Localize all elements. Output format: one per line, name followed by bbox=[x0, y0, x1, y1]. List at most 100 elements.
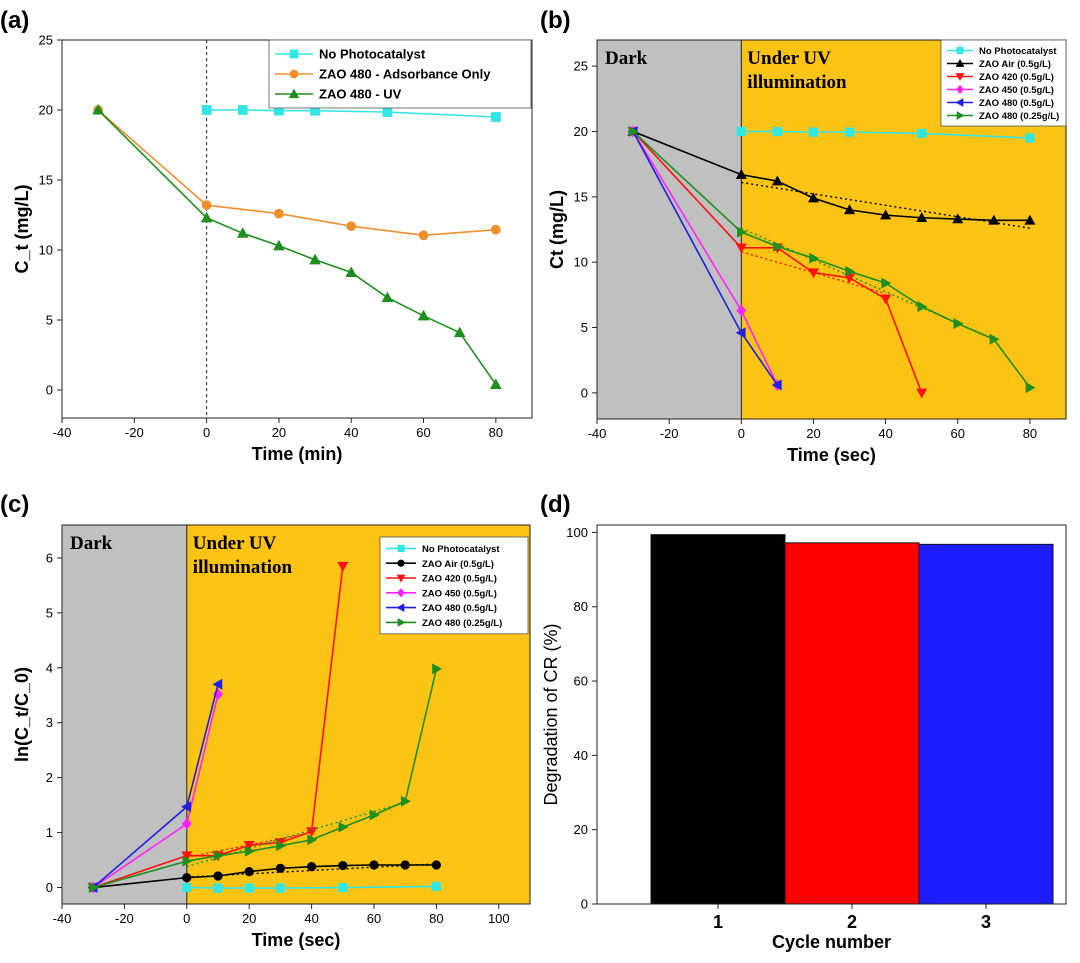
series-no-photocatalyst bbox=[736, 126, 1035, 143]
y-tick-label: 20 bbox=[574, 822, 588, 837]
data-point bbox=[735, 168, 747, 179]
data-point bbox=[628, 125, 639, 137]
data-point bbox=[400, 860, 410, 870]
data-point bbox=[182, 873, 192, 883]
data-point bbox=[880, 209, 892, 220]
data-point bbox=[735, 243, 747, 254]
plot-frame bbox=[596, 524, 1067, 905]
data-point bbox=[213, 850, 224, 862]
legend-label: ZAO 450 (0.5g/L) bbox=[422, 588, 497, 599]
legend-label: ZAO 420 (0.5g/L) bbox=[979, 72, 1054, 83]
data-point bbox=[916, 212, 928, 223]
legend-label: ZAO Air (0.5g/L) bbox=[979, 59, 1051, 70]
data-point bbox=[338, 821, 349, 833]
y-tick-label: 1 bbox=[46, 825, 53, 840]
legend-label: ZAO 480 - Adsorbance Only bbox=[319, 67, 491, 82]
data-point bbox=[989, 333, 1000, 345]
legend-label: ZAO Air (0.5g/L) bbox=[422, 559, 494, 570]
data-point bbox=[274, 208, 284, 219]
y-tick-label: 0 bbox=[581, 385, 588, 400]
legend-marker bbox=[956, 46, 964, 55]
data-point bbox=[369, 809, 380, 821]
legend-marker bbox=[955, 73, 965, 82]
data-point bbox=[237, 105, 248, 115]
data-point bbox=[307, 834, 318, 846]
y-tick-label: 0 bbox=[46, 880, 53, 895]
y-axis-label: C_t (mg/L) bbox=[12, 185, 32, 274]
data-point bbox=[490, 224, 501, 235]
legend-marker bbox=[956, 84, 964, 95]
x-tick-label: 3 bbox=[981, 912, 991, 932]
data-point bbox=[306, 827, 318, 838]
y-tick-label: 20 bbox=[39, 103, 53, 118]
y-tick-label: 60 bbox=[574, 674, 588, 689]
series-line bbox=[206, 109, 496, 118]
y-tick-label: 0 bbox=[581, 897, 588, 912]
x-tick-label: 40 bbox=[344, 425, 358, 440]
data-point bbox=[845, 265, 856, 277]
data-point bbox=[213, 883, 223, 893]
legend: No Photocatalyst ZAO Air (0.5g/L) ZAO 420 … bbox=[379, 536, 529, 635]
legend-label: ZAO 480 (0.5g/L) bbox=[422, 603, 497, 614]
x-axis-label: Time (sec) bbox=[252, 930, 341, 950]
series-zao-air-0-5g-l bbox=[88, 860, 441, 893]
x-tick-label: -20 bbox=[115, 911, 134, 926]
data-point bbox=[807, 268, 819, 279]
data-point bbox=[337, 561, 349, 572]
y-tick-label: 40 bbox=[574, 748, 588, 763]
y-tick-label: 6 bbox=[46, 550, 53, 565]
data-point bbox=[212, 678, 223, 690]
y-tick-label: 5 bbox=[581, 320, 588, 335]
data-point bbox=[988, 214, 1000, 225]
y-tick-label: 10 bbox=[574, 255, 588, 270]
data-point bbox=[809, 252, 820, 264]
y-axis-label: Ct (mg/L) bbox=[547, 190, 567, 269]
legend-marker bbox=[289, 69, 299, 79]
data-point bbox=[917, 301, 928, 313]
data-point bbox=[418, 230, 429, 241]
bar-cycle-1 bbox=[650, 534, 786, 905]
dark-region bbox=[597, 40, 742, 419]
x-tick-label: 20 bbox=[242, 911, 256, 926]
y-tick-label: 20 bbox=[574, 124, 588, 139]
dark-label: Dark bbox=[605, 48, 648, 69]
data-point bbox=[736, 126, 746, 137]
y-tick-label: 2 bbox=[46, 770, 53, 785]
data-point bbox=[244, 866, 254, 877]
chart-d: 1 2 3 0 20 40 60 80 100 Cycle number Degradation o… bbox=[541, 524, 1067, 952]
data-point bbox=[400, 795, 411, 807]
y-tick-label: 5 bbox=[46, 313, 53, 328]
panel-label: (d) bbox=[540, 491, 571, 518]
x-tick-label: 40 bbox=[304, 911, 318, 926]
data-point bbox=[432, 663, 443, 675]
legend-marker bbox=[397, 588, 405, 598]
data-point bbox=[773, 240, 784, 252]
x-tick-label: -20 bbox=[125, 425, 144, 440]
data-point bbox=[273, 239, 285, 251]
data-point bbox=[276, 840, 287, 852]
data-point bbox=[182, 882, 192, 893]
series-zao-480-0-25g-l bbox=[88, 663, 443, 894]
legend-marker bbox=[397, 559, 405, 567]
data-point bbox=[275, 863, 285, 873]
x-tick-label: -20 bbox=[660, 426, 679, 441]
data-point bbox=[181, 801, 192, 813]
data-point bbox=[771, 175, 783, 186]
data-point bbox=[844, 204, 856, 215]
data-point bbox=[88, 882, 99, 894]
data-point bbox=[489, 378, 502, 389]
x-tick-label: 80 bbox=[489, 425, 503, 440]
series-no-photocatalyst bbox=[182, 881, 442, 893]
x-axis-label: Time (min) bbox=[252, 444, 343, 464]
series-line bbox=[632, 130, 1030, 222]
data-point bbox=[737, 226, 747, 238]
legend: No Photocatalyst ZAO 480 - Adsorbance Onl… bbox=[268, 39, 532, 109]
series-line bbox=[97, 109, 496, 237]
data-point bbox=[244, 883, 254, 893]
data-point bbox=[880, 294, 892, 305]
series-line bbox=[92, 668, 438, 889]
x-tick-label: 80 bbox=[429, 911, 443, 926]
data-point bbox=[346, 221, 357, 232]
data-point bbox=[953, 318, 964, 330]
x-tick-label: 0 bbox=[203, 425, 210, 440]
